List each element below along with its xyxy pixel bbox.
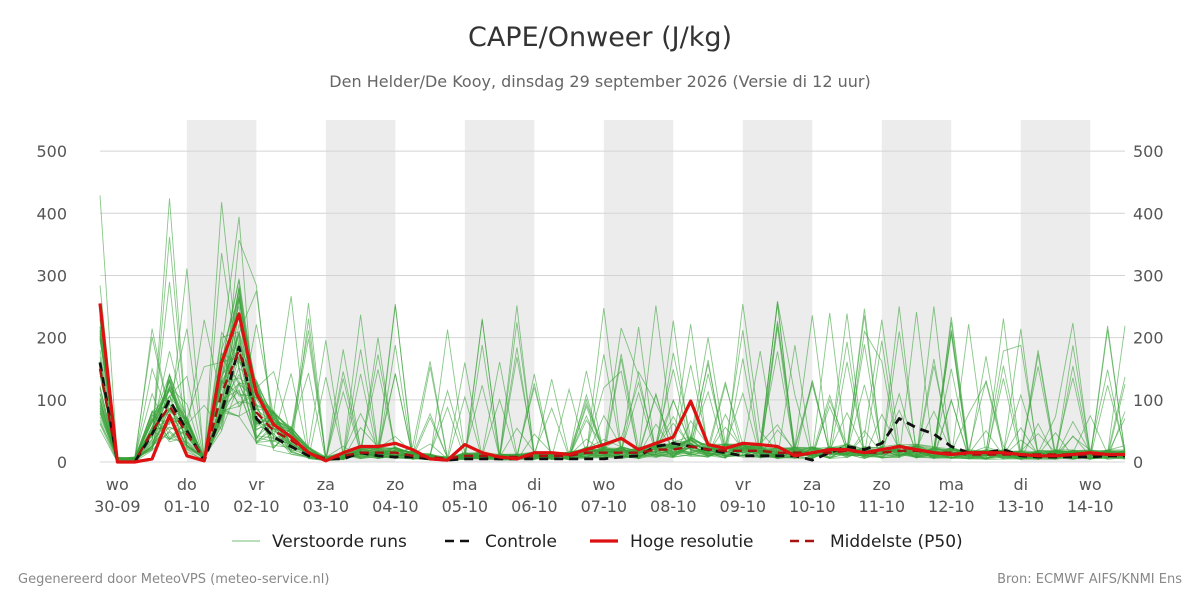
y-tick-label-left: 300 bbox=[36, 266, 67, 285]
legend-label: Verstoorde runs bbox=[272, 532, 407, 552]
x-tick-weekday: vr bbox=[735, 475, 751, 494]
footer-source: Bron: ECMWF AIFS/KNMI Ens bbox=[997, 572, 1182, 587]
y-tick-label-left: 500 bbox=[36, 142, 67, 161]
series-line-middelste-p50 bbox=[98, 348, 1125, 464]
x-tick-date: 07-10 bbox=[581, 497, 628, 516]
ensemble-run-line bbox=[99, 324, 1126, 462]
x-tick-date: 01-10 bbox=[164, 497, 211, 516]
legend-label: Middelste (P50) bbox=[830, 532, 963, 552]
series-line-controle bbox=[98, 345, 1125, 464]
x-tick-date: 02-10 bbox=[233, 497, 280, 516]
legend-label: Controle bbox=[485, 532, 557, 552]
x-tick-weekday: wo bbox=[106, 475, 129, 494]
x-tick-date: 10-10 bbox=[789, 497, 836, 516]
x-tick-weekday: ma bbox=[939, 475, 964, 494]
x-tick-date: 13-10 bbox=[998, 497, 1045, 516]
chart-title: CAPE/Onweer (J/kg) bbox=[467, 22, 732, 53]
x-tick-weekday: di bbox=[1013, 475, 1028, 494]
x-tick-date: 30-09 bbox=[94, 497, 141, 516]
x-tick-weekday: zo bbox=[386, 475, 404, 494]
x-tick-weekday: vr bbox=[248, 475, 264, 494]
y-tick-label-left: 200 bbox=[36, 329, 67, 348]
x-tick-date: 08-10 bbox=[650, 497, 697, 516]
x-tick-date: 04-10 bbox=[372, 497, 419, 516]
x-tick-weekday: za bbox=[317, 475, 335, 494]
y-tick-label-right: 500 bbox=[1133, 142, 1164, 161]
x-tick-date: 09-10 bbox=[720, 497, 767, 516]
y-tick-label-left: 100 bbox=[36, 391, 67, 410]
x-tick-weekday: zo bbox=[873, 475, 891, 494]
y-tick-label-left: 0 bbox=[57, 453, 67, 472]
chart-subtitle: Den Helder/De Kooy, dinsdag 29 september… bbox=[329, 72, 871, 91]
x-tick-date: 11-10 bbox=[859, 497, 906, 516]
x-tick-weekday: wo bbox=[592, 475, 615, 494]
x-tick-date: 12-10 bbox=[928, 497, 975, 516]
legend-label: Hoge resolutie bbox=[630, 532, 754, 552]
x-tick-date: 03-10 bbox=[303, 497, 350, 516]
y-tick-label-right: 100 bbox=[1133, 391, 1164, 410]
y-tick-label-right: 0 bbox=[1133, 453, 1143, 472]
x-tick-weekday: wo bbox=[1079, 475, 1102, 494]
y-tick-label-left: 400 bbox=[36, 204, 67, 223]
footer-credit: Gegenereerd door MeteoVPS (meteo-service… bbox=[18, 572, 330, 587]
series-line-hoge-resolutie bbox=[98, 303, 1125, 464]
ensemble-run-line bbox=[99, 318, 1126, 461]
x-tick-weekday: di bbox=[527, 475, 542, 494]
x-tick-date: 05-10 bbox=[442, 497, 489, 516]
shaded-day-band bbox=[464, 120, 535, 462]
x-tick-weekday: do bbox=[177, 475, 197, 494]
y-tick-label-right: 200 bbox=[1133, 329, 1164, 348]
x-tick-date: 06-10 bbox=[511, 497, 558, 516]
x-tick-weekday: do bbox=[663, 475, 683, 494]
x-tick-weekday: za bbox=[803, 475, 821, 494]
x-tick-weekday: ma bbox=[452, 475, 477, 494]
x-tick-date: 14-10 bbox=[1067, 497, 1114, 516]
shaded-day-band bbox=[742, 120, 813, 462]
y-tick-label-right: 400 bbox=[1133, 204, 1164, 223]
y-tick-label-right: 300 bbox=[1133, 266, 1164, 285]
